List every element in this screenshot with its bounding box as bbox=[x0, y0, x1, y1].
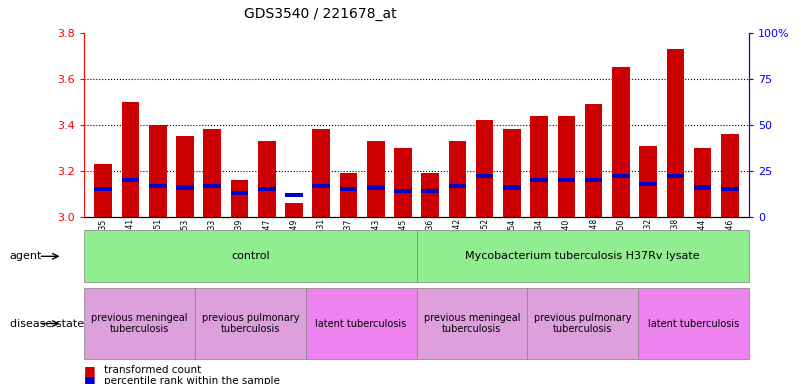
Bar bbox=[639, 146, 657, 217]
Bar bbox=[258, 187, 276, 191]
Bar bbox=[203, 129, 221, 217]
Bar bbox=[149, 184, 167, 188]
Bar bbox=[258, 141, 276, 217]
Text: ■: ■ bbox=[84, 374, 96, 384]
Text: percentile rank within the sample: percentile rank within the sample bbox=[104, 376, 280, 384]
Bar bbox=[449, 184, 466, 188]
Text: transformed count: transformed count bbox=[104, 365, 201, 375]
Bar bbox=[503, 185, 521, 190]
Text: previous pulmonary
tuberculosis: previous pulmonary tuberculosis bbox=[534, 313, 631, 334]
Bar bbox=[122, 178, 139, 182]
Bar bbox=[721, 187, 739, 191]
Bar bbox=[421, 189, 439, 193]
Bar bbox=[612, 174, 630, 179]
Bar bbox=[149, 125, 167, 217]
Bar bbox=[694, 148, 711, 217]
Bar bbox=[449, 141, 466, 217]
Bar bbox=[503, 129, 521, 217]
Bar bbox=[612, 67, 630, 217]
Bar bbox=[367, 141, 384, 217]
Bar bbox=[312, 129, 330, 217]
Bar bbox=[285, 203, 303, 217]
Bar bbox=[312, 184, 330, 188]
Text: GDS3540 / 221678_at: GDS3540 / 221678_at bbox=[244, 7, 396, 21]
Bar bbox=[530, 178, 548, 182]
Bar bbox=[394, 189, 412, 193]
Bar bbox=[95, 187, 112, 191]
Bar bbox=[666, 49, 684, 217]
Bar bbox=[585, 178, 602, 182]
Bar bbox=[340, 187, 357, 191]
Bar bbox=[231, 191, 248, 195]
Bar bbox=[585, 104, 602, 217]
Text: ■: ■ bbox=[84, 364, 96, 377]
Bar bbox=[530, 116, 548, 217]
Bar bbox=[639, 182, 657, 186]
Bar bbox=[666, 174, 684, 179]
Bar bbox=[285, 193, 303, 197]
Bar bbox=[176, 185, 194, 190]
Bar bbox=[394, 148, 412, 217]
Text: Mycobacterium tuberculosis H37Rv lysate: Mycobacterium tuberculosis H37Rv lysate bbox=[465, 251, 700, 262]
Bar bbox=[176, 136, 194, 217]
Bar bbox=[476, 174, 493, 179]
Bar bbox=[231, 180, 248, 217]
Text: latent tuberculosis: latent tuberculosis bbox=[648, 318, 739, 329]
Bar bbox=[122, 102, 139, 217]
Text: control: control bbox=[231, 251, 270, 262]
Bar bbox=[476, 120, 493, 217]
Bar bbox=[721, 134, 739, 217]
Bar bbox=[694, 185, 711, 190]
Text: previous pulmonary
tuberculosis: previous pulmonary tuberculosis bbox=[202, 313, 299, 334]
Bar bbox=[340, 173, 357, 217]
Text: previous meningeal
tuberculosis: previous meningeal tuberculosis bbox=[91, 313, 187, 334]
Bar bbox=[557, 116, 575, 217]
Text: agent: agent bbox=[10, 251, 42, 262]
Bar bbox=[557, 178, 575, 182]
Bar bbox=[421, 173, 439, 217]
Text: previous meningeal
tuberculosis: previous meningeal tuberculosis bbox=[424, 313, 520, 334]
Text: disease state: disease state bbox=[10, 318, 84, 329]
Bar bbox=[95, 164, 112, 217]
Bar bbox=[203, 184, 221, 188]
Bar bbox=[367, 185, 384, 190]
Text: latent tuberculosis: latent tuberculosis bbox=[316, 318, 407, 329]
